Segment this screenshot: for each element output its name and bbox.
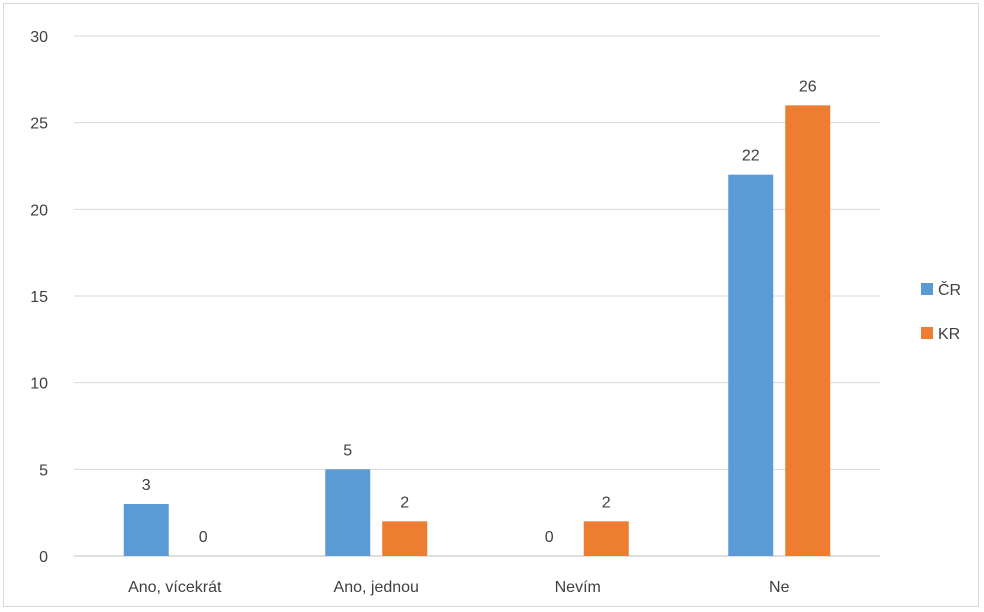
x-tick-label: Ano, jednou xyxy=(334,579,419,596)
data-label: 0 xyxy=(545,529,554,546)
data-label: 26 xyxy=(799,78,817,95)
data-label: 2 xyxy=(602,494,611,511)
bar-KR-3 xyxy=(785,105,831,556)
bar-ČR-3 xyxy=(728,174,774,556)
bar-ČR-0 xyxy=(123,504,169,556)
legend-label-1: KR xyxy=(938,326,960,343)
data-label: 0 xyxy=(199,529,208,546)
y-tick-label: 25 xyxy=(30,116,48,133)
x-tick-label: Nevím xyxy=(555,579,601,596)
data-label: 3 xyxy=(142,477,151,494)
bar-KR-1 xyxy=(382,521,428,556)
y-tick-label: 30 xyxy=(30,29,48,46)
y-tick-label: 10 xyxy=(30,376,48,393)
y-tick-label: 0 xyxy=(39,549,48,566)
legend-swatch-1 xyxy=(921,327,933,339)
y-tick-label: 20 xyxy=(30,202,48,219)
x-axis-ticks: Ano, vícekrát Ano, jednou Nevím Ne xyxy=(128,579,790,596)
legend: ČR KR xyxy=(921,280,961,343)
legend-label-0: ČR xyxy=(938,280,961,299)
bar-KR-2 xyxy=(583,521,629,556)
y-tick-label: 5 xyxy=(39,462,48,479)
y-tick-label: 15 xyxy=(30,289,48,306)
data-label: 2 xyxy=(400,494,409,511)
legend-swatch-0 xyxy=(921,283,933,295)
data-label: 5 xyxy=(343,442,352,459)
bars xyxy=(123,105,831,556)
y-axis-ticks: 0 5 10 15 20 25 30 xyxy=(30,29,48,566)
data-label: 22 xyxy=(742,148,760,165)
x-tick-label: Ne xyxy=(769,579,790,596)
x-tick-label: Ano, vícekrát xyxy=(128,579,222,596)
bar-ČR-1 xyxy=(325,469,371,556)
